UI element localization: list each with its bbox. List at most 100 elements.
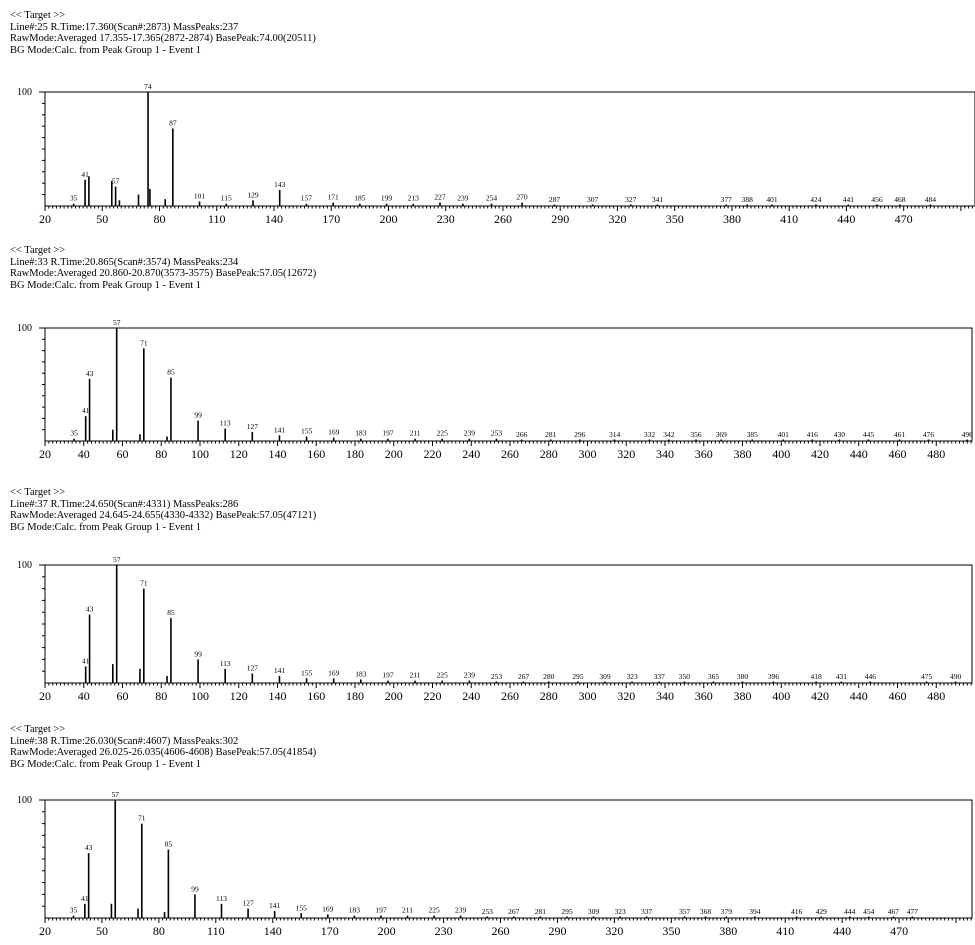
target-label: << Target >> [10,724,66,735]
peak-label: 267 [518,672,530,681]
peak-label: 239 [455,906,467,915]
peak-label: 185 [354,194,366,203]
x-tick-label: 410 [780,212,798,226]
plot-frame [44,799,973,919]
peak-label: 35 [70,429,78,438]
peak-label: 332 [644,430,656,439]
x-tick-label: 470 [890,924,908,938]
x-tick-label: 260 [501,447,519,461]
peak-label: 379 [721,907,733,916]
peak-label: 456 [871,195,883,204]
peak-label: 43 [86,369,94,378]
spectrum-header-3: << Target >> Line#:37 R.Time:24.650(Scan… [10,487,316,533]
peak-label: 57 [113,318,121,327]
x-tick-label: 240 [462,689,480,703]
peak-label: 368 [700,907,712,916]
y-tick-label: 100 [17,795,32,806]
x-tick-label: 480 [927,447,945,461]
x-tick-label: 420 [811,447,829,461]
peak-label: 211 [410,429,421,438]
peak-label: 143 [274,180,286,189]
x-tick-label: 460 [889,447,907,461]
peak-label: 199 [381,194,393,203]
x-tick-label: 360 [695,689,713,703]
peak-label: 467 [888,907,900,916]
peak-label: 239 [464,429,476,438]
peak-label: 454 [863,907,875,916]
x-tick-label: 230 [437,212,455,226]
peak-label: 281 [545,430,557,439]
x-tick-label: 180 [346,447,364,461]
x-tick-label: 460 [889,689,907,703]
x-tick-label: 380 [719,924,737,938]
peak-label: 71 [140,579,148,588]
x-tick-label: 120 [230,447,248,461]
peak-label: 101 [194,191,206,200]
peak-label: 99 [194,649,202,658]
peak-label: 295 [561,907,573,916]
x-tick-label: 50 [96,212,108,226]
peak-label: 369 [716,430,728,439]
x-tick-label: 280 [540,689,558,703]
peak-label: 183 [355,429,367,438]
x-tick-label: 320 [605,924,623,938]
peak-label: 85 [167,608,175,617]
peak-label: 99 [194,411,202,420]
x-tick-label: 360 [695,447,713,461]
x-tick-label: 420 [811,689,829,703]
peak-label: 307 [587,195,599,204]
peak-label: 169 [328,428,340,437]
target-label: << Target >> [10,487,66,498]
y-tick-label: 100 [17,560,32,571]
peak-label: 253 [491,429,503,438]
peak-label: 296 [574,430,586,439]
x-tick-label: 350 [666,212,684,226]
x-tick-label: 60 [117,689,129,703]
x-tick-label: 340 [656,447,674,461]
x-tick-label: 340 [656,689,674,703]
peak-label: 43 [85,843,93,852]
peak-label: 490 [950,672,962,681]
raw-mode-info: RawMode:Averaged 17.355-17.365(2872-2874… [10,33,316,44]
spectrum-header-2: << Target >> Line#:33 R.Time:20.865(Scan… [10,245,316,291]
x-tick-label: 240 [462,447,480,461]
peak-label: 342 [663,430,675,439]
peak-label: 396 [768,672,780,681]
scan-info: Line#:38 R.Time:26.030(Scan#:4607) MassP… [10,735,239,747]
x-tick-label: 280 [540,447,558,461]
target-label: << Target >> [10,245,66,256]
peak-label: 41 [82,406,90,415]
x-tick-label: 440 [850,447,868,461]
x-tick-label: 200 [379,212,397,226]
x-tick-label: 140 [265,212,283,226]
x-tick-label: 410 [776,924,794,938]
peak-label: 337 [654,672,666,681]
x-tick-label: 40 [78,447,90,461]
x-tick-label: 120 [230,689,248,703]
peak-label: 445 [863,430,875,439]
x-tick-label: 110 [207,924,225,938]
peak-label: 357 [679,907,691,916]
peak-label: 127 [247,422,259,431]
x-tick-label: 200 [385,447,403,461]
peak-label: 227 [434,193,446,202]
peak-label: 309 [588,907,600,916]
peak-label: 475 [921,672,933,681]
peak-label: 239 [464,671,476,680]
peak-label: 287 [549,195,561,204]
peak-label: 155 [301,426,313,435]
peak-label: 496 [962,430,974,439]
peak-label: 429 [816,907,828,916]
peak-label: 197 [382,671,394,680]
peak-label: 266 [516,430,528,439]
peak-label: 401 [766,195,778,204]
peak-label: 281 [535,907,547,916]
x-tick-label: 440 [833,924,851,938]
peak-label: 424 [810,195,822,204]
x-tick-label: 170 [321,924,339,938]
peak-label: 43 [86,605,94,614]
peak-label: 169 [322,904,334,913]
peak-label: 141 [269,901,281,910]
bg-mode-info: BG Mode:Calc. from Peak Group 1 - Event … [10,758,202,770]
